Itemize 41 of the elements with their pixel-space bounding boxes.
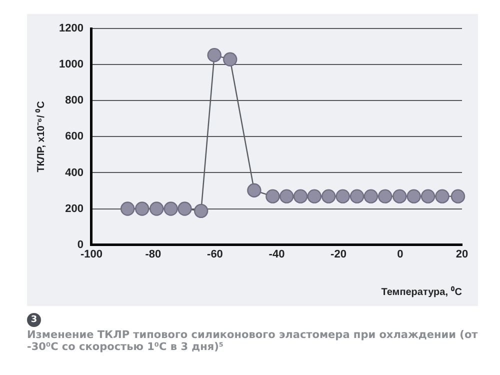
- x-tick-label: -100: [80, 248, 102, 260]
- point: [194, 204, 208, 218]
- y-tick-label: 400: [65, 166, 84, 179]
- point: [364, 189, 378, 204]
- text: Изменение ТКЛР типового силиконового эластомера при охлаждении (от -30⁰C со скоростью 1⁰C в 3 дня)⁵: [27, 329, 479, 353]
- y-tick-label: 1000: [58, 58, 84, 71]
- point: [307, 189, 322, 204]
- point: [392, 189, 407, 204]
- x-tick-label: 20: [456, 248, 468, 260]
- point: [336, 189, 350, 204]
- y-tick-label: 600: [65, 130, 84, 143]
- point: [150, 202, 164, 216]
- y-tick-label: 200: [65, 202, 84, 215]
- point: [266, 189, 280, 204]
- y-tick-label: 800: [65, 94, 84, 107]
- y-axis-title: ТКЛР, x10⁻⁶/ ⁰C: [34, 101, 47, 172]
- point: [223, 52, 238, 67]
- point: [293, 189, 308, 204]
- point: [178, 202, 192, 216]
- x-tick-label: -20: [330, 248, 346, 260]
- point: [120, 202, 135, 216]
- text: 3: [27, 313, 41, 327]
- point: [378, 189, 392, 204]
- x-tick-label: -60: [207, 248, 223, 260]
- y-tick-label: 0: [77, 238, 84, 251]
- x-tick-label: -40: [268, 248, 285, 260]
- point: [280, 189, 294, 204]
- y-tick-label: 1200: [58, 22, 84, 35]
- point: [322, 189, 336, 204]
- point: [164, 202, 178, 216]
- point: [207, 48, 222, 62]
- point: [247, 183, 262, 198]
- point: [135, 202, 150, 216]
- point: [420, 189, 436, 204]
- x-tick-label: -80: [145, 248, 162, 260]
- point: [350, 189, 364, 204]
- point: [435, 189, 450, 204]
- x-axis-title: Температура, ⁰C: [381, 286, 462, 298]
- point: [450, 189, 466, 204]
- x-tick-label: 0: [397, 248, 404, 260]
- point: [406, 189, 421, 204]
